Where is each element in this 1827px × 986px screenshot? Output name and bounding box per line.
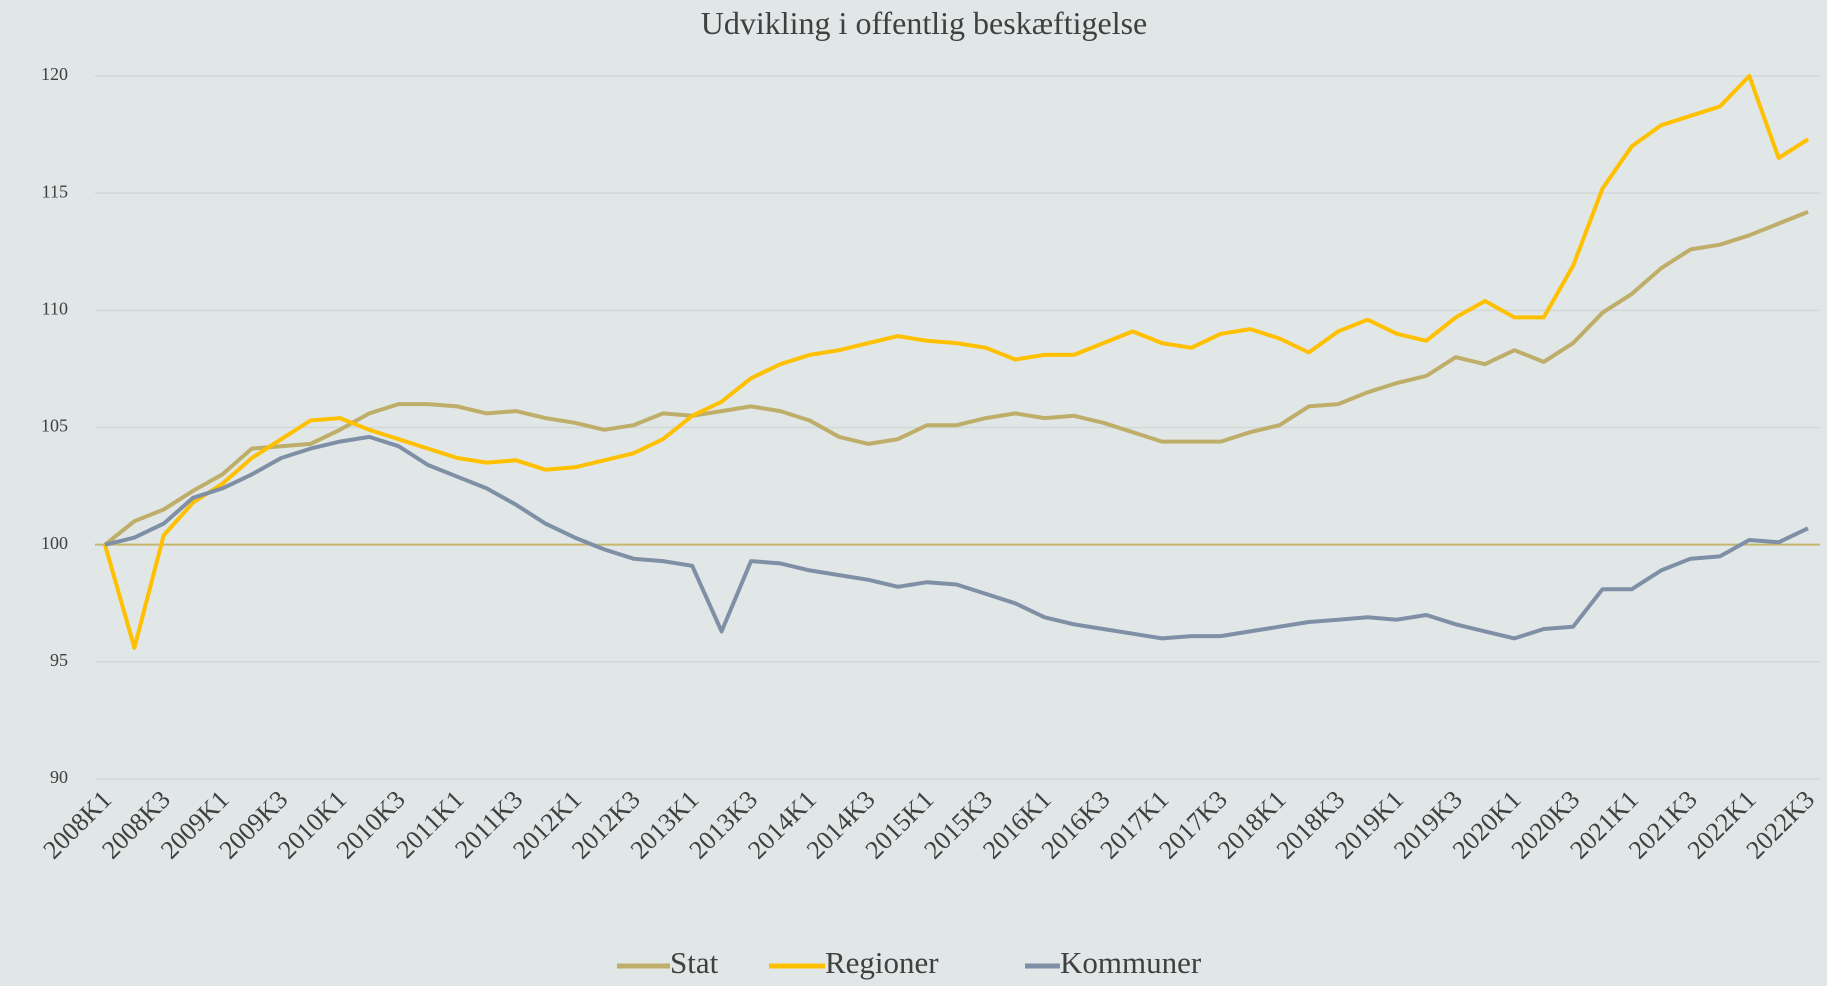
y-tick-label: 90 (50, 767, 68, 787)
chart-title: Udvikling i offentlig beskæftigelse (701, 5, 1147, 41)
legend-label: Kommuner (1060, 945, 1202, 980)
y-tick-label: 115 (42, 181, 68, 201)
series-line (103, 74, 1810, 650)
y-tick-label: 95 (50, 650, 68, 670)
y-tick-label: 120 (41, 64, 68, 84)
series-line (103, 210, 1809, 547)
y-tick-label: 105 (41, 416, 68, 436)
y-tick-label: 110 (42, 298, 68, 318)
legend-label: Regioner (825, 945, 939, 980)
series-line (104, 434, 1809, 641)
y-tick-label: 100 (41, 533, 68, 553)
legend-label: Stat (670, 945, 719, 980)
